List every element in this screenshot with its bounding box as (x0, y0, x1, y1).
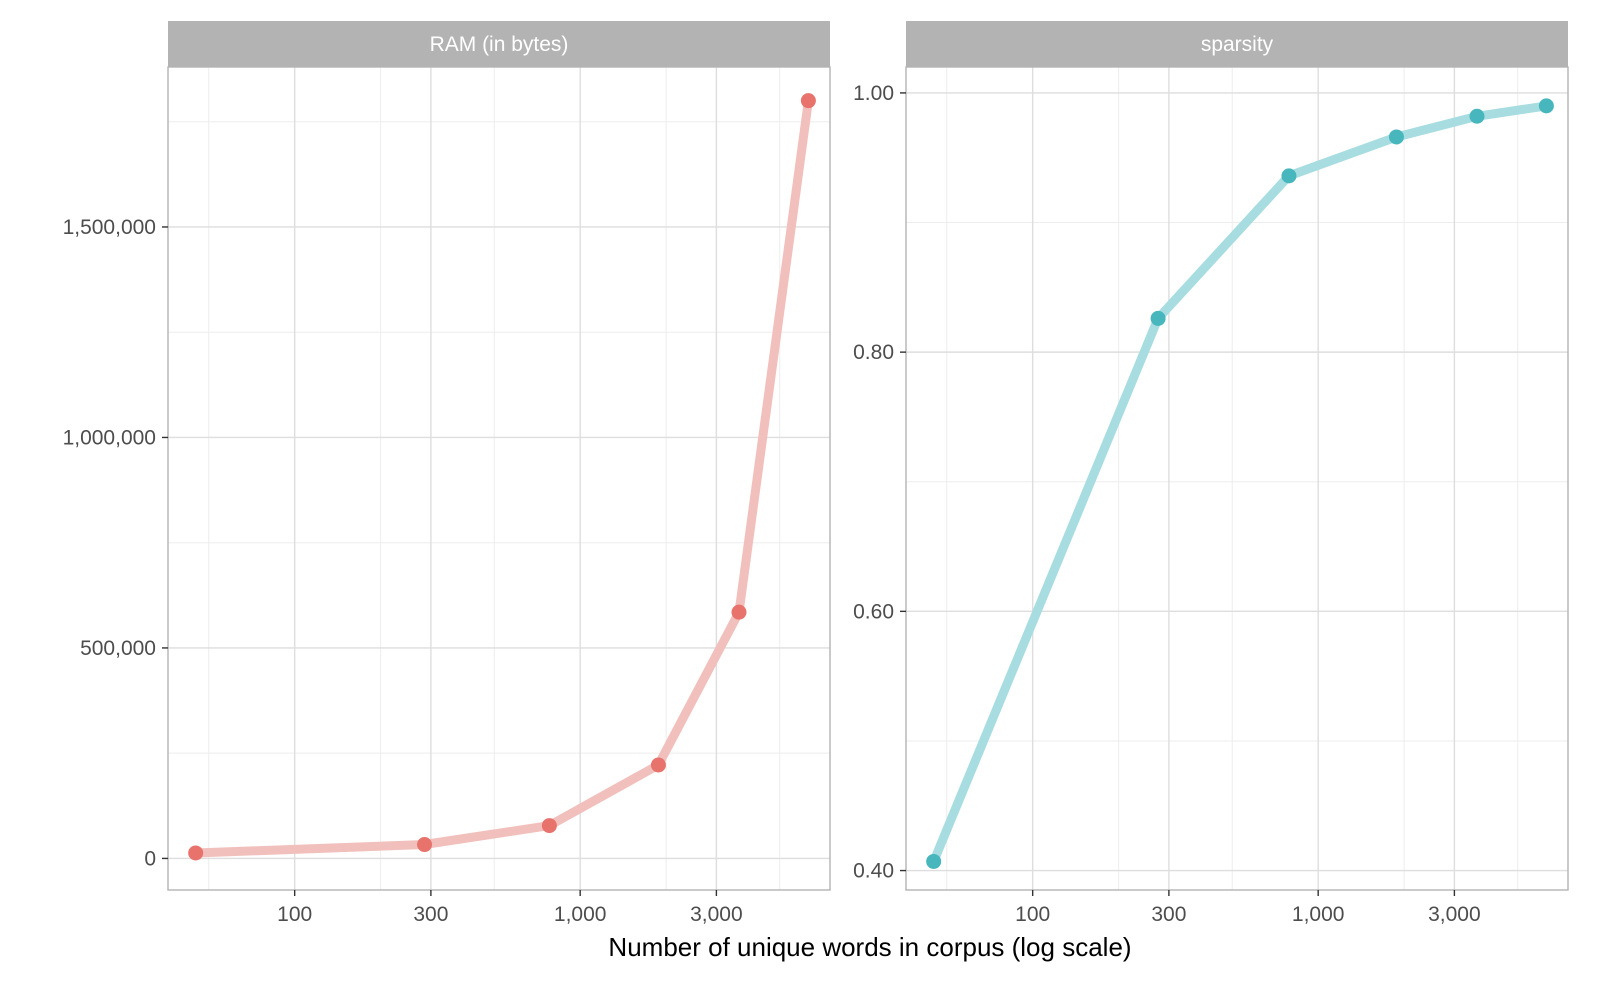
series-line (191, 96, 813, 858)
x-tick-label: 300 (1151, 903, 1186, 926)
y-tick-label: 0 (144, 847, 156, 870)
y-tick-label: 500,000 (80, 637, 156, 660)
data-point (541, 818, 557, 834)
panel-ram-x-axis: 100 300 1,000 3,000 (277, 890, 743, 926)
x-tick-label: 1,000 (554, 903, 607, 926)
x-tick-label: 100 (1015, 903, 1050, 926)
panel-sparsity-strip (906, 21, 1568, 67)
panel-ram-strip (168, 21, 830, 67)
panel-ram: RAM (in bytes) 0 500,000 1,000,000 1,500,00… (63, 21, 831, 926)
data-point (731, 604, 747, 620)
y-tick-label: 1,500,000 (63, 216, 156, 239)
data-point (188, 845, 204, 861)
panel-ram-major-grid (168, 67, 830, 890)
data-point (800, 93, 816, 109)
data-point (417, 837, 433, 853)
data-point (926, 853, 942, 869)
y-tick-label: 0.60 (853, 600, 894, 623)
panel-sparsity-y-axis: 0.40 0.60 0.80 1.00 (853, 82, 906, 883)
y-tick-label: 0.40 (853, 860, 894, 883)
panel-ram-minor-grid (168, 67, 830, 890)
panel-ram-y-axis: 0 500,000 1,000,000 1,500,000 (63, 216, 168, 870)
panel-sparsity-x-axis: 100 300 1,000 3,000 (1015, 890, 1481, 926)
panel-ram-background (168, 67, 830, 890)
x-tick-label: 100 (277, 903, 312, 926)
data-point (1388, 129, 1404, 145)
data-point (1538, 98, 1554, 114)
panel-sparsity-minor-grid (906, 67, 1568, 890)
y-tick-label: 1.00 (853, 82, 894, 105)
data-point (1150, 310, 1166, 326)
y-tick-label: 1,000,000 (63, 426, 156, 449)
panel-sparsity-series (926, 98, 1554, 869)
x-tick-label: 3,000 (1428, 903, 1481, 926)
series-line (929, 101, 1551, 866)
x-axis-label: Number of unique words in corpus (log sc… (608, 932, 1131, 962)
panel-sparsity: sparsity 0.40 0.60 0.80 1.00 100 300 1,000 3,0… (853, 21, 1569, 926)
y-tick-label: 0.80 (853, 341, 894, 364)
x-tick-label: 3,000 (690, 903, 743, 926)
panel-sparsity-major-grid (906, 67, 1568, 890)
data-point (1281, 168, 1297, 184)
panel-ram-title: RAM (in bytes) (430, 33, 569, 56)
x-tick-label: 1,000 (1292, 903, 1345, 926)
panel-ram-series (188, 93, 816, 861)
data-point (650, 757, 666, 773)
panel-sparsity-background (906, 67, 1568, 890)
data-point (1469, 108, 1485, 124)
x-tick-label: 300 (413, 903, 448, 926)
panel-sparsity-title: sparsity (1201, 33, 1274, 56)
